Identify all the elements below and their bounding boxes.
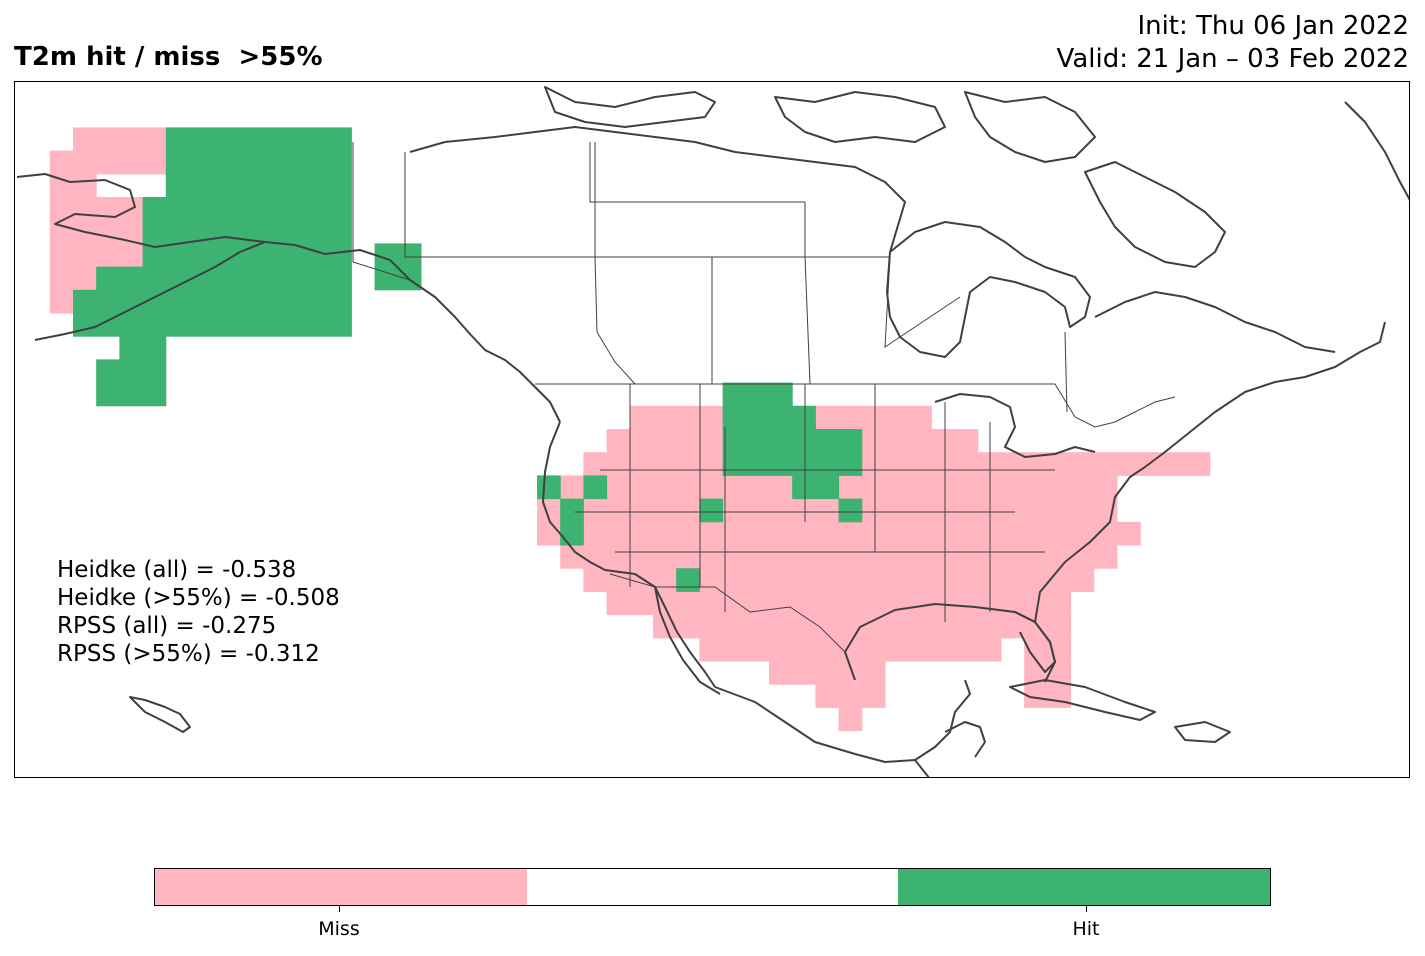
hit-cell [792, 475, 840, 500]
hit-cell [142, 197, 352, 221]
miss-cell [606, 429, 724, 453]
alaska-canada-border [352, 142, 411, 281]
miss-cell [1024, 637, 1072, 662]
territories-2 [589, 142, 805, 203]
hawaii [129, 696, 191, 733]
colorbar-tick-hit [1086, 906, 1087, 912]
hit-cell [722, 382, 793, 407]
miss-cell [699, 637, 1002, 662]
great-lakes [934, 393, 1096, 458]
miss-cell [629, 405, 724, 430]
miss-cell [583, 452, 724, 476]
arctic-coast [409, 126, 906, 253]
hispaniola [1174, 721, 1231, 743]
hit-cell [560, 498, 584, 523]
miss-cell [838, 707, 863, 732]
colorbar-label-hit: Hit [1072, 918, 1100, 940]
map-title: T2m hit / miss >55% [14, 42, 323, 72]
miss-cell [606, 591, 1072, 616]
miss-cell [583, 568, 1095, 592]
hit-cell [374, 243, 422, 268]
us-mexico-border [609, 573, 846, 653]
alaska-peninsula [34, 241, 266, 341]
miss-cell [769, 661, 886, 685]
miss-cell [537, 498, 1118, 523]
miss-cell [1024, 661, 1072, 685]
rpss-55: RPSS (>55%) = -0.312 [57, 641, 320, 667]
hit-cell [537, 475, 561, 500]
arctic-islands-2 [774, 91, 946, 143]
east-coast [1034, 321, 1386, 623]
hit-cell [676, 568, 700, 592]
hit-cell [838, 498, 863, 523]
baja [654, 586, 721, 695]
west-coast [542, 421, 716, 688]
manitoba-ontario [884, 256, 961, 348]
heidke-all: Heidke (all) = -0.538 [57, 557, 297, 583]
us-canada-border [535, 383, 1176, 428]
colorbar-miss-segment [155, 869, 527, 905]
hit-cell [792, 452, 863, 476]
hit-cell [165, 150, 352, 175]
miss-cell [815, 684, 886, 708]
arctic-islands-3 [964, 91, 1096, 163]
init-date: Init: Thu 06 Jan 2022 [1137, 11, 1409, 41]
hit-cell [374, 266, 422, 291]
hit-cell [73, 313, 352, 337]
miss-cell [1024, 684, 1072, 708]
miss-cell [560, 545, 1118, 569]
miss-cell [537, 521, 1141, 546]
sask-manitoba [804, 202, 811, 385]
map-canvas [16, 86, 1409, 777]
florida [1014, 611, 1056, 673]
cuba [1009, 679, 1156, 721]
colorbar-hit-segment [898, 869, 1271, 905]
labrador [1094, 291, 1336, 353]
miss-cell [49, 289, 74, 314]
hit-miss-grid [49, 127, 1211, 732]
yucatan [944, 721, 986, 758]
central-america [914, 759, 930, 777]
date-info: Init: Thu 06 Jan 2022 Valid: 21 Jan – 03… [1057, 10, 1409, 76]
rpss-all: RPSS (all) = -0.275 [57, 613, 277, 639]
hit-cell [722, 429, 793, 453]
hit-cell [583, 475, 608, 500]
hit-cell [722, 452, 793, 476]
greenland [1344, 101, 1409, 201]
hit-cell [73, 289, 352, 314]
miss-cell [73, 127, 167, 152]
hit-cell [699, 498, 724, 523]
hit-cell [560, 521, 584, 546]
territories [404, 152, 890, 258]
baffin [1084, 161, 1226, 268]
hit-cell [142, 220, 352, 244]
hudson-bay [886, 221, 1091, 358]
mexico-gulf [714, 679, 971, 763]
colorbar-tick-miss [339, 906, 340, 912]
hit-cell [165, 127, 352, 152]
hit-cell [142, 243, 352, 268]
arctic-islands-1 [544, 86, 716, 128]
colorbar [154, 868, 1271, 906]
coastlines [16, 86, 1409, 777]
miss-cell [49, 243, 144, 268]
hit-cell [792, 429, 863, 453]
map-panel [14, 81, 1410, 778]
political-borders [352, 142, 1176, 653]
hit-cell [165, 173, 352, 198]
colorbar-label-miss: Miss [318, 918, 360, 940]
colorbar-neutral-segment [526, 869, 899, 905]
hit-cell [96, 266, 352, 291]
ontario-quebec [1064, 331, 1068, 413]
hit-cell [792, 405, 816, 430]
hit-cell [96, 359, 167, 384]
hit-cell [119, 336, 167, 360]
hit-cell [722, 405, 793, 430]
skill-scores: Heidke (all) = -0.538 Heidke (>55%) = -0… [57, 556, 340, 668]
miss-cell [49, 150, 167, 175]
bc-alberta [594, 142, 636, 385]
valid-range: Valid: 21 Jan – 03 Feb 2022 [1056, 44, 1409, 74]
heidke-55: Heidke (>55%) = -0.508 [57, 585, 340, 611]
hit-cell [96, 382, 167, 407]
